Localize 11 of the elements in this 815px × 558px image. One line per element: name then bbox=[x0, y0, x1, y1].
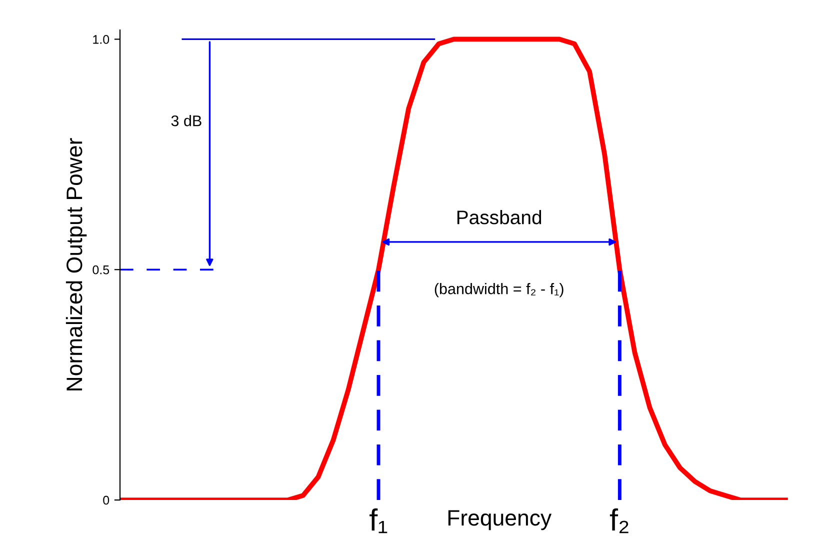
x-tick-label: f₂ bbox=[610, 508, 628, 534]
annotation: (bandwidth = f₂ - f₁) bbox=[434, 283, 564, 298]
line-series bbox=[120, 36, 788, 500]
annotation: 3 dB bbox=[171, 115, 202, 126]
annotation: Passband bbox=[457, 210, 542, 224]
x-tick-label: f₁ bbox=[370, 508, 388, 534]
y-tick-label: 1.0 bbox=[93, 35, 110, 44]
y-tick-label: 0 bbox=[103, 496, 110, 505]
x-axis-title: Frequency bbox=[448, 510, 552, 530]
y-axis-title: Normalized Output Power bbox=[66, 138, 87, 390]
y-tick-label: 0.5 bbox=[92, 265, 110, 274]
